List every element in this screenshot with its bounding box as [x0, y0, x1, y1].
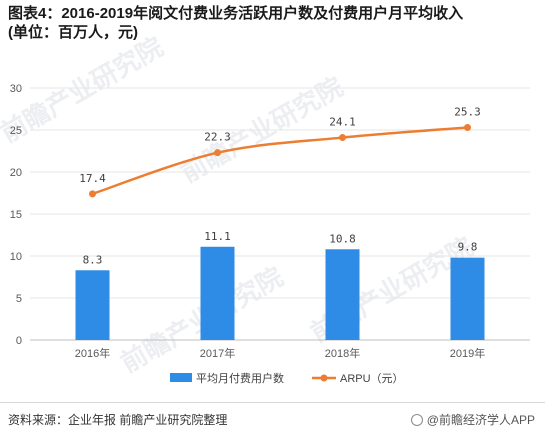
bar-data-label: 11.1: [204, 230, 231, 243]
chart-title-line-2: (单位：百万人，元): [8, 24, 138, 41]
y-tick-label: 15: [10, 209, 22, 221]
x-tick-label: 2019年: [450, 346, 485, 360]
arpu-point: [89, 190, 96, 198]
source-note: 资料来源：企业年报 前瞻产业研究院整理: [8, 413, 228, 427]
x-tick-label: 2018年: [325, 346, 360, 360]
brand-credit: @前瞻经济学人APP: [410, 411, 535, 428]
footer: 资料来源：企业年报 前瞻产业研究院整理 @前瞻经济学人APP: [0, 402, 545, 436]
bar-data-label: 8.3: [83, 253, 103, 266]
brand-logo-icon: [410, 413, 423, 426]
arpu-point: [464, 123, 471, 131]
bar-data-label: 10.8: [329, 232, 356, 245]
x-tick-label: 2016年: [75, 346, 110, 360]
chart-plot: 0 5 10 15 20 25 30 2016年 2017年 2018年 2019年 8.3 11.1 1…: [10, 83, 530, 385]
y-tick-label: 20: [10, 167, 22, 179]
y-tick-label: 30: [10, 83, 22, 95]
chart-title-line-1: 图表4：2016-2019年阅文付费业务活跃用户数及付费用户月平均收入: [8, 5, 464, 22]
y-tick-label: 0: [16, 335, 22, 347]
bar-data-label: 9.8: [458, 241, 478, 254]
line-data-label: 24.1: [329, 116, 356, 129]
legend-label: 平均月付费用户数: [196, 371, 284, 385]
x-tick-label: 2017年: [200, 346, 235, 360]
y-tick-label: 25: [10, 125, 22, 137]
brand-credit-text: @前瞻经济学人APP: [426, 413, 535, 427]
legend-label: ARPU（元）: [340, 372, 404, 385]
chart-title: 图表4：2016-2019年阅文付费业务活跃用户数及付费用户月平均收入 (单位：…: [8, 4, 538, 42]
line-data-label: 17.4: [79, 172, 106, 185]
arpu-point: [339, 134, 346, 142]
y-tick-label: 10: [10, 251, 22, 263]
legend-line-marker: [320, 374, 328, 382]
bar: [200, 246, 235, 340]
arpu-point: [214, 149, 221, 157]
line-data-label: 22.3: [204, 131, 231, 144]
arpu-line: [92, 126, 468, 196]
bar: [450, 257, 485, 340]
bar: [75, 270, 110, 340]
bar: [325, 249, 360, 340]
line-data-label: 25.3: [454, 105, 481, 118]
y-tick-label: 5: [16, 293, 22, 305]
legend-bar-swatch: [170, 373, 192, 382]
